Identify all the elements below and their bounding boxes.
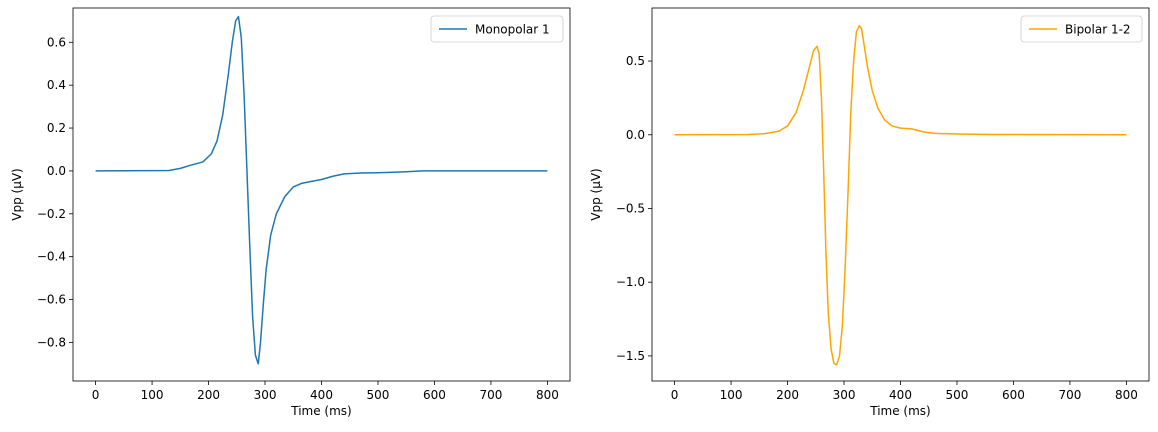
- y-tick-label: −0.8: [37, 335, 66, 349]
- x-tick-label: 500: [367, 388, 390, 402]
- legend: Monopolar 1: [430, 15, 564, 43]
- x-tick-label: 600: [1002, 388, 1025, 402]
- legend: Bipolar 1-2: [1020, 15, 1143, 43]
- x-tick-label: 200: [197, 388, 220, 402]
- x-tick-label: 600: [423, 388, 446, 402]
- x-tick-label: 0: [92, 388, 100, 402]
- axes-frame: [651, 7, 1150, 382]
- y-tick-label: −0.5: [616, 202, 645, 216]
- y-tick-label: −0.6: [37, 293, 66, 307]
- y-tick-label: 0.0: [626, 128, 645, 142]
- y-tick-label: 0.2: [47, 121, 66, 135]
- y-tick-label: −0.2: [37, 207, 66, 221]
- y-axis-label: Vpp (µV): [589, 168, 603, 220]
- y-tick-label: 0.5: [626, 54, 645, 68]
- x-tick-label: 800: [536, 388, 559, 402]
- x-tick-label: 400: [310, 388, 333, 402]
- x-tick-label: 700: [1058, 388, 1081, 402]
- x-tick-label: 700: [479, 388, 502, 402]
- x-tick-label: 0: [671, 388, 679, 402]
- y-tick-label: −0.4: [37, 250, 66, 264]
- y-tick-label: 0.4: [47, 78, 66, 92]
- x-axis-label: Time (ms): [869, 404, 931, 418]
- y-axis-label: Vpp (µV): [10, 168, 24, 220]
- legend-box: [1020, 15, 1143, 43]
- axes-frame: [72, 7, 571, 382]
- y-tick-label: 0.6: [47, 35, 66, 49]
- legend-label: Bipolar 1-2: [1065, 23, 1131, 37]
- series-line: [674, 24, 1127, 366]
- x-tick-label: 100: [141, 388, 164, 402]
- x-tick-label: 800: [1115, 388, 1138, 402]
- x-tick-label: 100: [720, 388, 743, 402]
- chart-1: 0 100 200 300 400 500 600 700 800 0.6 0.4 0.2 0.0 −0.…: [10, 7, 571, 418]
- x-tick-label: 300: [254, 388, 277, 402]
- y-tick-label: −1.0: [616, 275, 645, 289]
- x-tick-label: 300: [833, 388, 856, 402]
- x-tick-label: 200: [776, 388, 799, 402]
- legend-label: Monopolar 1: [475, 23, 550, 37]
- x-tick-label: 400: [889, 388, 912, 402]
- x-tick-label: 500: [946, 388, 969, 402]
- y-tick-label: −1.5: [616, 349, 645, 363]
- chart-2: 0 100 200 300 400 500 600 700 800 0.5 0.0 −0.5 −1.0 −…: [589, 7, 1150, 418]
- legend-box: [430, 15, 564, 43]
- y-tick-label: 0.0: [47, 164, 66, 178]
- x-axis-label: Time (ms): [290, 404, 352, 418]
- series-line: [95, 15, 548, 365]
